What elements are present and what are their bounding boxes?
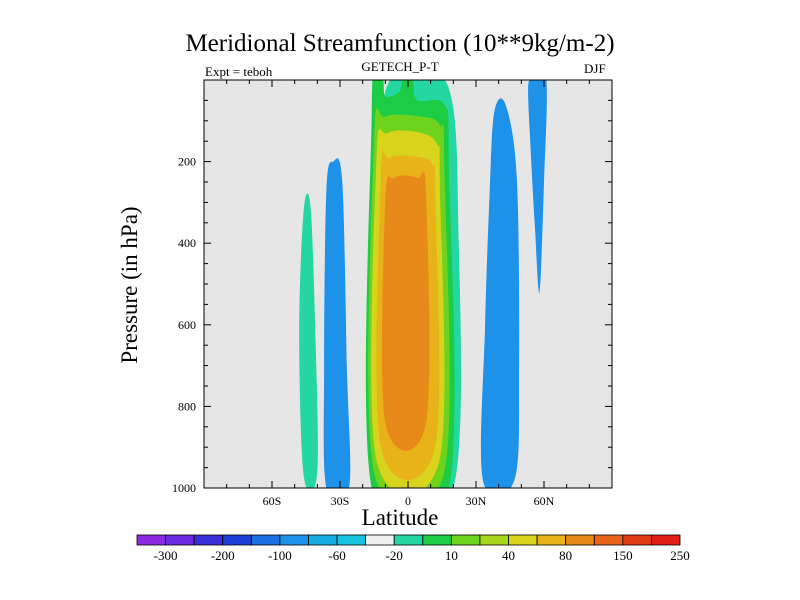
- colorbar-swatch: [136, 534, 166, 546]
- colorbar-label: -300: [154, 548, 178, 563]
- colorbar-label: -60: [328, 548, 345, 563]
- contour-positive-level-250: [381, 171, 430, 451]
- x-tick-label: 30N: [466, 494, 487, 508]
- colorbar-swatch: [622, 534, 652, 546]
- colorbar-label: -20: [386, 548, 403, 563]
- y-tick-label: 400: [178, 236, 196, 250]
- y-tick-label: 1000: [172, 481, 196, 495]
- colorbar-swatch: [536, 534, 567, 546]
- colorbar-swatch: [651, 534, 681, 546]
- colorbar-swatch: [308, 534, 338, 546]
- colorbar-swatch: [336, 534, 367, 546]
- chart-title: Meridional Streamfunction (10**9kg/m-2): [185, 30, 615, 57]
- colorbar-label: 150: [613, 548, 633, 563]
- colorbar-label: -200: [211, 548, 235, 563]
- colorbar-swatch: [250, 534, 281, 546]
- colorbar-label: 10: [445, 548, 458, 563]
- colorbar-swatch: [565, 534, 595, 546]
- x-tick-label: 60N: [534, 494, 555, 508]
- colorbar-swatch: [422, 534, 452, 546]
- contour-negative-level-minus20-north-upper: [528, 80, 547, 293]
- contour-negative-level-minus20-north: [480, 98, 520, 488]
- colorbar-swatch: [365, 534, 395, 546]
- x-tick-label: 30S: [331, 494, 350, 508]
- y-tick-label: 200: [178, 155, 196, 169]
- colorbar-swatch: [508, 534, 538, 546]
- contour-negative-level-minus20-south: [323, 158, 351, 488]
- contour-positive-level-10-far-south: [299, 193, 318, 488]
- colorbar-label: -100: [268, 548, 292, 563]
- colorbar-swatch: [479, 534, 509, 546]
- dataset-label: GETECH_P-T: [361, 59, 439, 74]
- colorbar-swatch: [222, 534, 252, 546]
- x-tick-label: 60S: [263, 494, 282, 508]
- x-tick-label: 0: [405, 494, 411, 508]
- colorbar-label: 40: [502, 548, 515, 563]
- colorbar-swatch: [279, 534, 309, 546]
- season-label: DJF: [584, 61, 606, 76]
- colorbar-swatch: [393, 534, 424, 546]
- y-tick-label: 800: [178, 399, 196, 413]
- y-tick-label: 600: [178, 318, 196, 332]
- colorbar-label: 80: [559, 548, 572, 563]
- colorbar-swatch: [193, 534, 224, 546]
- colorbar-swatch: [593, 534, 624, 546]
- x-axis-title: Latitude: [361, 505, 439, 530]
- colorbar-label: 250: [670, 548, 690, 563]
- experiment-label: Expt = teboh: [205, 64, 273, 79]
- colorbar-swatch: [450, 534, 481, 546]
- colorbar-swatch: [165, 534, 195, 546]
